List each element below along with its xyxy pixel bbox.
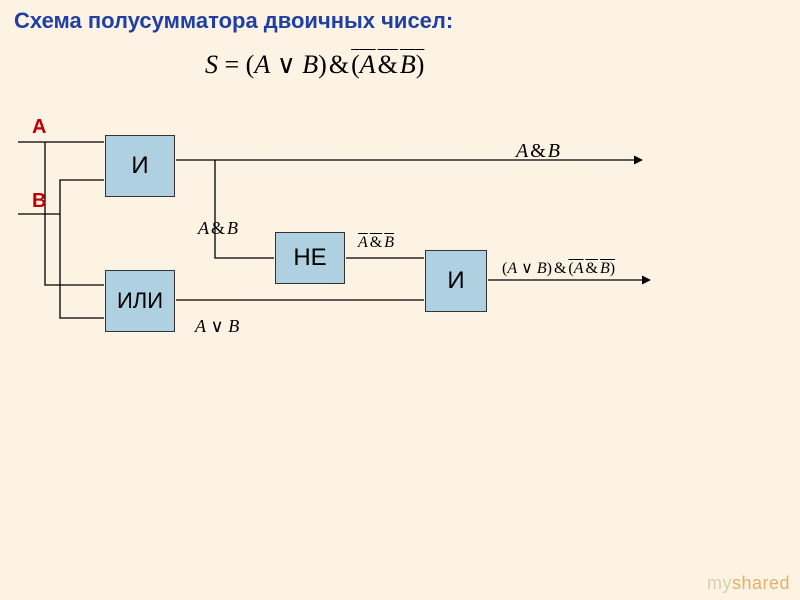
watermark: myshared: [707, 573, 790, 594]
title-text: Схема полусумматора двоичных чисел:: [14, 8, 453, 33]
formula-lhs: S: [205, 50, 218, 79]
g2-op: &: [376, 50, 400, 79]
gate-and-1: И: [105, 135, 175, 197]
watermark-suffix: shared: [732, 573, 790, 593]
wire-label-final: (A ∨ B)&(A&B): [502, 258, 615, 278]
input-label-b: B: [32, 190, 46, 213]
g2-b: B: [400, 50, 416, 79]
wire: [215, 160, 274, 258]
gate-not: НЕ: [275, 232, 345, 284]
input-label-a: A: [32, 116, 46, 139]
g1-a: A: [254, 50, 270, 79]
g1-close: ): [318, 50, 327, 79]
g2-open: (: [351, 50, 360, 79]
mid-op: &: [327, 50, 351, 79]
wire: [18, 180, 104, 214]
wire-label-not-out: A&B: [358, 234, 394, 252]
wire-label-or-out: A ∨ B: [195, 316, 239, 337]
watermark-prefix: my: [707, 573, 732, 593]
wire-label-and1-branch: A&B: [198, 218, 238, 239]
g1-op: ∨: [270, 50, 302, 79]
wire: [60, 214, 104, 318]
main-formula: S = (A ∨ B)&(A&B): [205, 50, 424, 80]
formula-eq: =: [218, 50, 246, 79]
g1-b: B: [302, 50, 318, 79]
gate-and-2: И: [425, 250, 487, 312]
g2-a: A: [360, 50, 376, 79]
wire-label-and1-top: A&B: [516, 140, 560, 163]
gate-or: ИЛИ: [105, 270, 175, 332]
diagram-title: Схема полусумматора двоичных чисел:: [14, 8, 453, 34]
g2-overline: (A&B): [351, 50, 424, 79]
g2-close: ): [416, 50, 425, 79]
